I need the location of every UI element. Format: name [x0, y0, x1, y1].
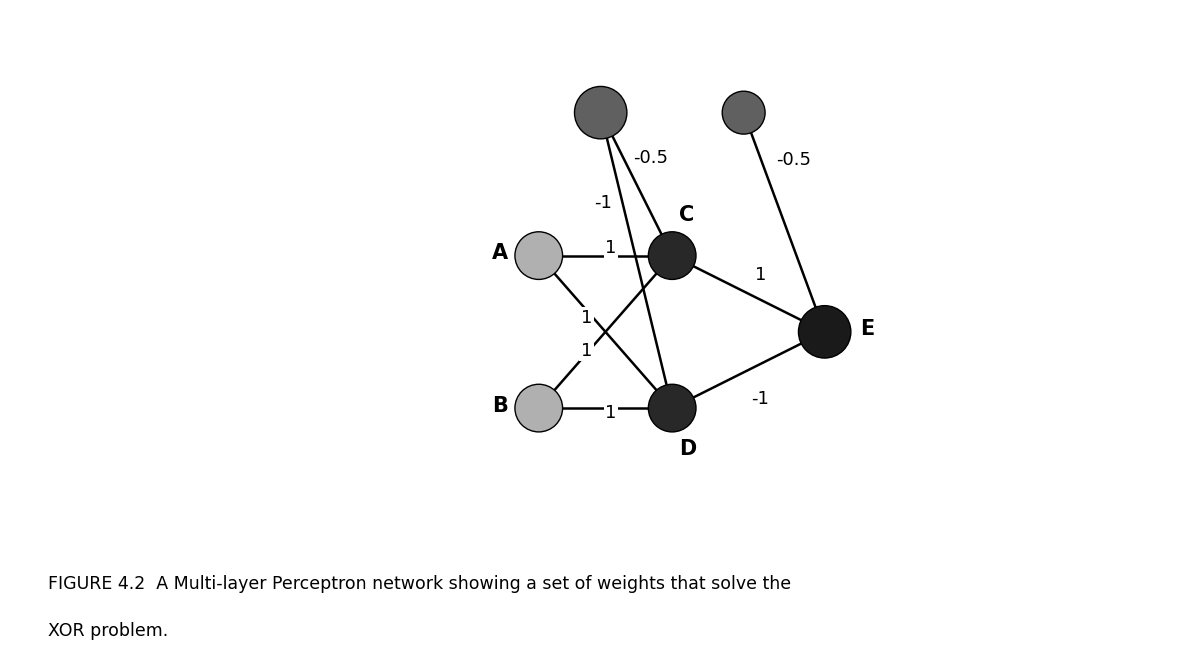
Text: 1: 1 [581, 308, 592, 327]
Text: XOR problem.: XOR problem. [48, 622, 168, 640]
Text: -1: -1 [594, 194, 612, 212]
Circle shape [648, 232, 696, 280]
Text: B: B [492, 396, 508, 416]
Circle shape [722, 91, 766, 134]
Text: C: C [679, 205, 695, 224]
Text: FIGURE 4.2  A Multi-layer Perceptron network showing a set of weights that solve: FIGURE 4.2 A Multi-layer Perceptron netw… [48, 575, 791, 593]
Text: 1: 1 [581, 342, 592, 360]
Text: -0.5: -0.5 [776, 151, 811, 169]
Text: 1: 1 [606, 404, 617, 422]
Circle shape [798, 306, 851, 358]
Text: -0.5: -0.5 [634, 149, 668, 167]
Circle shape [515, 232, 563, 280]
Text: A: A [492, 243, 508, 263]
Text: 1: 1 [606, 239, 617, 257]
Text: E: E [860, 319, 875, 339]
Text: D: D [679, 439, 696, 459]
Circle shape [575, 87, 626, 139]
Circle shape [648, 384, 696, 432]
Text: -1: -1 [751, 390, 769, 407]
Circle shape [515, 384, 563, 432]
Text: 1: 1 [755, 265, 766, 284]
